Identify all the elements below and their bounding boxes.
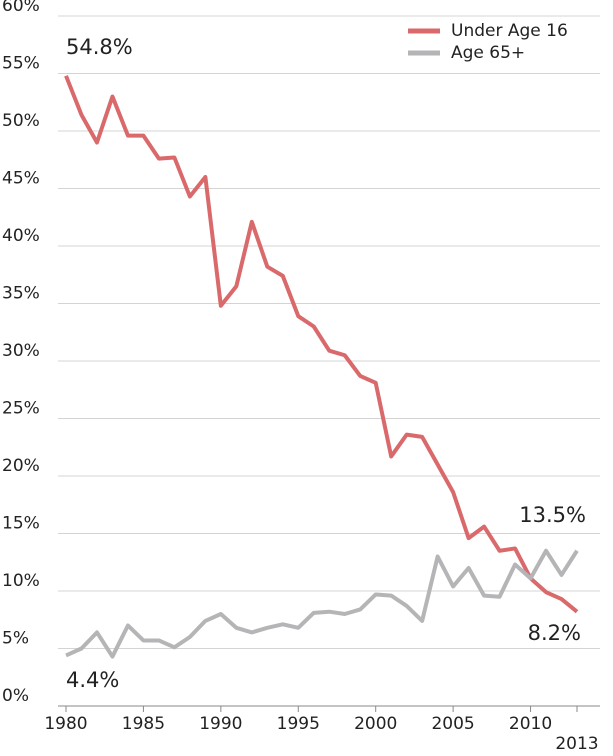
x-tick-label: 1980 (44, 714, 87, 734)
x-tick-label: 1995 (277, 714, 320, 734)
x-tick-label: 2013 (555, 734, 598, 754)
line-series (64, 75, 579, 614)
line-series (65, 548, 579, 659)
x-tick-label: 2000 (354, 714, 397, 734)
y-tick-label: 5% (2, 629, 29, 649)
y-tick-label: 45% (2, 169, 40, 189)
legend-label: Age 65+ (451, 43, 525, 63)
y-tick-label: 35% (2, 284, 40, 304)
y-tick-label: 30% (2, 341, 40, 361)
annotation: 54.8% (66, 35, 133, 59)
y-tick-label: 50% (2, 111, 40, 131)
x-tick-label: 1990 (199, 714, 242, 734)
annotation: 13.5% (519, 503, 586, 527)
x-tick-label: 2005 (431, 714, 474, 734)
y-tick-label: 0% (2, 686, 29, 706)
legend-label: Under Age 16 (451, 21, 568, 41)
y-tick-label: 25% (2, 399, 40, 419)
y-tick-label: 20% (2, 456, 40, 476)
y-tick-label: 60% (2, 0, 40, 16)
annotation: 4.4% (66, 668, 119, 692)
y-tick-label: 55% (2, 54, 40, 74)
y-tick-label: 40% (2, 226, 40, 246)
y-tick-label: 15% (2, 514, 40, 534)
x-tick-label: 2010 (509, 714, 552, 734)
y-tick-label: 10% (2, 571, 40, 591)
annotation: 8.2% (528, 621, 581, 645)
x-tick-label: 1985 (122, 714, 165, 734)
